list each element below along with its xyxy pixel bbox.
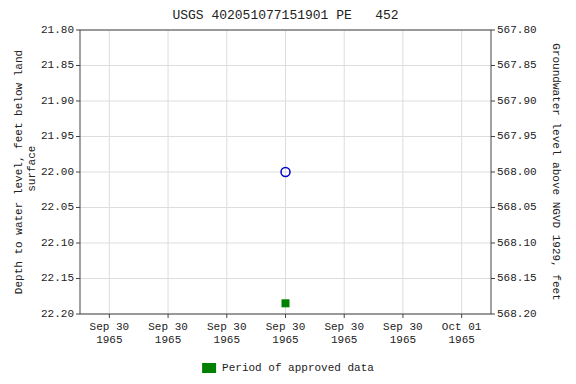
tick-label: 567.90 — [497, 95, 537, 107]
tick — [491, 314, 495, 315]
grid-line — [168, 30, 169, 314]
grid-line — [109, 30, 110, 314]
axes: 21.80 21.85 21.90 21.95 22.00 22.05 22.10 22.15… — [41, 24, 537, 346]
grid-line — [461, 30, 462, 314]
tick — [491, 65, 495, 66]
tick — [76, 172, 80, 173]
tick — [491, 101, 495, 102]
tick-label: 22.10 — [41, 237, 74, 249]
grid-line — [344, 30, 345, 314]
tick — [76, 207, 80, 208]
tick-label-line: Sep 30 — [266, 321, 306, 333]
tick — [76, 30, 80, 31]
tick-label-line: Sep 30 — [148, 321, 188, 333]
tick — [491, 172, 495, 173]
tick — [491, 207, 495, 208]
tick-label: 567.80 — [497, 24, 537, 36]
tick — [461, 314, 462, 318]
grid — [80, 30, 491, 314]
tick-label-line: Sep 30 — [207, 321, 247, 333]
title: USGS 402051077151901 PE 452 — [172, 8, 398, 23]
tick-label-line: 1965 — [96, 334, 122, 346]
tick-label-line: 1965 — [331, 334, 357, 346]
axis-label-line: surface — [26, 146, 38, 199]
tick-label: Sep 301965 — [148, 321, 188, 346]
tick-label-line: Sep 30 — [90, 321, 130, 333]
grid-line — [285, 30, 286, 314]
tick-label: 567.95 — [497, 130, 537, 142]
tick-label: Sep 301965 — [383, 321, 423, 346]
tick-label: 567.85 — [497, 59, 537, 71]
tick-label: 568.20 — [497, 308, 537, 320]
point — [282, 300, 289, 307]
tick — [76, 101, 80, 102]
tick-label: 21.85 — [41, 59, 74, 71]
tick-label: 21.95 — [41, 130, 74, 142]
grid-line — [402, 30, 403, 314]
tick — [76, 136, 80, 137]
tick — [76, 243, 80, 244]
tick-label: 22.05 — [41, 201, 74, 213]
tick-label: 22.15 — [41, 272, 74, 284]
axis-label: Depth to water level, feet below land su… — [13, 50, 38, 294]
tick-label-line: Oct 01 — [442, 321, 482, 333]
chart: 21.80 21.85 21.90 21.95 22.00 22.05 22.10 22.15… — [0, 0, 576, 384]
tick-label: 22.00 — [41, 166, 74, 178]
tick-label-line: Sep 30 — [324, 321, 364, 333]
tick-label: 568.10 — [497, 237, 537, 249]
legend-swatch — [202, 363, 216, 373]
tick-label: 21.90 — [41, 95, 74, 107]
tick — [491, 30, 495, 31]
tick-label-line: 1965 — [214, 334, 240, 346]
tick-label-line: 1965 — [448, 334, 474, 346]
axis-label-line: Depth to water level, feet below land — [13, 50, 25, 294]
tick-label: 21.80 — [41, 24, 74, 36]
tick-label: 568.15 — [497, 272, 537, 284]
tick — [491, 136, 495, 137]
tick — [76, 278, 80, 279]
tick-label-line: 1965 — [390, 334, 416, 346]
tick-label: Sep 301965 — [90, 321, 130, 346]
tick — [491, 278, 495, 279]
point — [281, 168, 290, 177]
tick-label: 22.20 — [41, 308, 74, 320]
tick-label-line: 1965 — [272, 334, 298, 346]
tick-label: Sep 301965 — [207, 321, 247, 346]
tick-label: 568.05 — [497, 201, 537, 213]
legend-label: Period of approved data — [222, 362, 374, 374]
tick — [226, 314, 227, 318]
tick — [491, 243, 495, 244]
plot-frame — [80, 30, 491, 314]
tick — [285, 314, 286, 318]
grid-line — [226, 30, 227, 314]
tick — [402, 314, 403, 318]
tick-label: Oct 011965 — [442, 321, 482, 346]
tick-label-line: 1965 — [155, 334, 181, 346]
tick — [168, 314, 169, 318]
axis-label: Groundwater level above NGVD 1929, feet — [550, 43, 562, 300]
marks — [281, 168, 290, 307]
tick — [76, 65, 80, 66]
tick — [344, 314, 345, 318]
tick-label: 568.00 — [497, 166, 537, 178]
legend: Period of approved data — [202, 362, 374, 374]
tick-label: Sep 301965 — [324, 321, 364, 346]
tick-label: Sep 301965 — [266, 321, 306, 346]
tick-label-line: Sep 30 — [383, 321, 423, 333]
tick — [109, 314, 110, 318]
tick — [76, 314, 80, 315]
